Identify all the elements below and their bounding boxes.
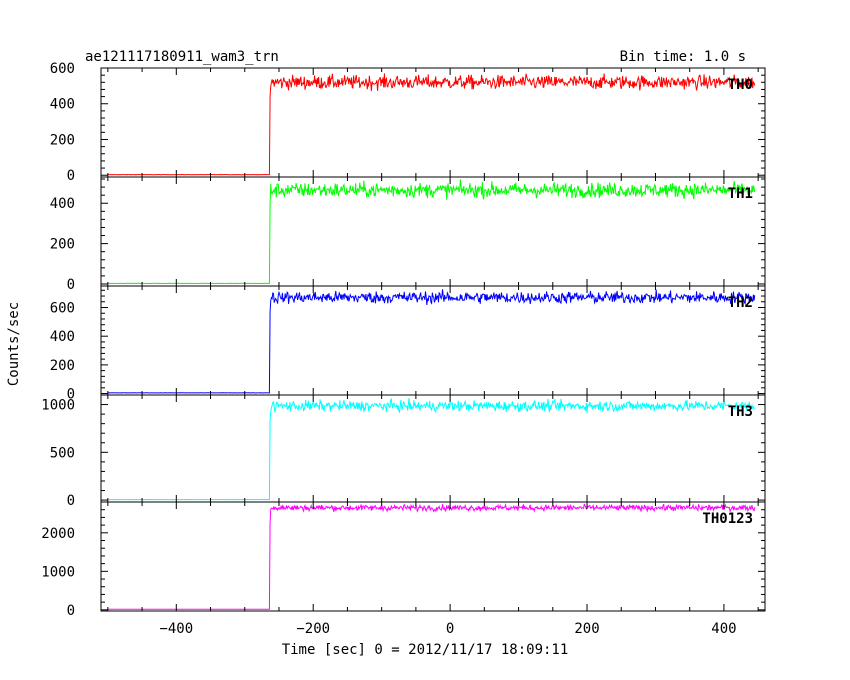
- y-tick-label: 400: [50, 97, 75, 113]
- panel-frame: [100, 501, 766, 612]
- y-tick-label: 1000: [41, 564, 75, 580]
- x-tick-label: −200: [296, 621, 330, 637]
- x-axis-title: Time [sec] 0 = 2012/11/17 18:09:11: [282, 642, 569, 658]
- bin-time-label: Bin time: 1.0 s: [620, 49, 746, 65]
- y-axis-title: Counts/sec: [6, 302, 22, 386]
- y-tick-label: 400: [50, 329, 75, 345]
- y-tick-label: 200: [50, 237, 75, 253]
- y-tick-label: 400: [50, 196, 75, 212]
- series-line-th0: [107, 73, 756, 176]
- y-tick-label: 0: [67, 603, 75, 619]
- y-tick-label: 0: [67, 493, 75, 509]
- panel-th2: 0 200 400 600 TH2: [50, 285, 766, 403]
- series-line-th3: [107, 397, 756, 501]
- panel-th0123: 0 1000 2000 TH0123: [41, 501, 766, 619]
- panel-frame: [100, 394, 766, 503]
- panel-label-th0: TH0: [728, 77, 753, 93]
- panel-label-th1: TH1: [728, 186, 753, 202]
- panel-label-th2: TH2: [728, 295, 753, 311]
- chart-title: ae121117180911_wam3_trn: [85, 49, 279, 65]
- panel-frame: [100, 285, 766, 396]
- y-tick-label: 500: [50, 445, 75, 461]
- y-tick-label: 1000: [41, 398, 75, 414]
- panels-group: 0 200 400 600 TH0 0 200 400 TH1 0 200 400 600 TH2 0 500…: [41, 61, 766, 637]
- y-tick-label: 0: [67, 168, 75, 184]
- x-tick-label: −400: [159, 621, 193, 637]
- y-tick-label: 200: [50, 132, 75, 148]
- series-line-th1: [107, 179, 756, 285]
- x-tick-label: 0: [446, 621, 454, 637]
- y-tick-label: 600: [50, 61, 75, 77]
- series-line-th0123: [107, 502, 756, 610]
- series-line-th2: [107, 289, 756, 394]
- y-tick-label: 600: [50, 301, 75, 317]
- panel-label-th3: TH3: [728, 404, 753, 420]
- panel-label-th0123: TH0123: [702, 511, 753, 527]
- panel-th0: 0 200 400 600 TH0: [50, 61, 766, 184]
- x-tick-label: 400: [711, 621, 736, 637]
- panel-th1: 0 200 400 TH1: [50, 176, 766, 293]
- y-tick-label: 200: [50, 358, 75, 374]
- y-tick-label: 2000: [41, 526, 75, 542]
- y-tick-label: 0: [67, 387, 75, 403]
- y-tick-label: 0: [67, 277, 75, 293]
- panel-th3: 0 500 1000 TH3: [41, 394, 766, 509]
- x-tick-label: 200: [574, 621, 599, 637]
